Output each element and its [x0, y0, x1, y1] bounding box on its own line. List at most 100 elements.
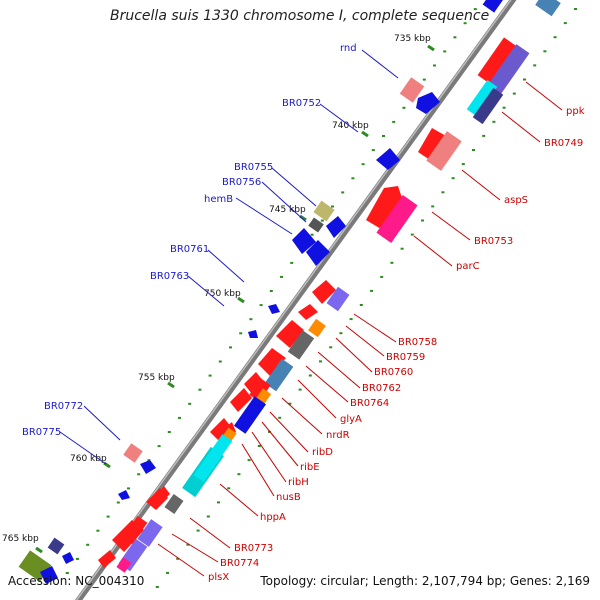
gene-label[interactable]: glyA — [340, 414, 362, 425]
gene-label[interactable]: BR0749 — [544, 138, 583, 149]
gene-arrow[interactable] — [98, 550, 116, 568]
track-dot — [229, 346, 232, 349]
gene-block[interactable] — [308, 217, 324, 233]
gene-label[interactable]: BR0758 — [398, 337, 437, 348]
track-dot — [574, 8, 577, 10]
gene-arrow[interactable] — [416, 92, 440, 114]
gene-label[interactable]: aspS — [504, 195, 528, 206]
gene-arrow[interactable] — [268, 304, 280, 314]
track-dot — [472, 149, 475, 151]
gene-arrow[interactable] — [248, 330, 258, 338]
gene-block[interactable] — [486, 44, 530, 96]
track-dot — [543, 50, 547, 53]
gene-label[interactable]: BR0774 — [220, 558, 259, 569]
gene-block[interactable] — [47, 537, 65, 555]
track-dot — [206, 515, 210, 518]
gene-label[interactable]: hppA — [260, 512, 286, 523]
gene-arrow[interactable] — [210, 418, 232, 440]
gene-arrow[interactable] — [312, 280, 336, 304]
track-dot — [86, 543, 90, 546]
gene-block[interactable] — [535, 0, 561, 17]
gene-label[interactable]: parC — [456, 261, 480, 272]
gene-block[interactable] — [233, 396, 267, 434]
gene-block[interactable] — [477, 37, 521, 87]
gene-label[interactable]: BR0775 — [22, 427, 61, 438]
gene-label[interactable]: BR0753 — [474, 236, 513, 247]
gene-label[interactable]: ribE — [300, 462, 320, 473]
gene-label[interactable]: ribD — [312, 447, 333, 458]
gene-block[interactable] — [116, 557, 132, 573]
track-dot — [533, 64, 537, 67]
outer-strand-genes — [18, 0, 504, 584]
gene-label[interactable]: hemB — [204, 194, 233, 205]
gene-arrow[interactable] — [118, 490, 130, 500]
gene-block[interactable] — [264, 358, 294, 392]
track-dot — [402, 106, 406, 109]
gene-arrow[interactable] — [140, 460, 156, 474]
gene-arrow[interactable] — [298, 304, 318, 320]
gene-label[interactable]: BR0760 — [374, 367, 413, 378]
gene-label[interactable]: plsX — [208, 572, 229, 583]
gene-label[interactable]: ppk — [566, 106, 585, 117]
gene-label[interactable]: nusB — [276, 492, 301, 503]
track-dot — [361, 163, 365, 166]
track-dot — [96, 529, 100, 532]
gene-block[interactable] — [326, 286, 350, 312]
track-dot — [433, 64, 436, 67]
track-dot — [298, 388, 302, 391]
gene-label[interactable]: BR0759 — [386, 352, 425, 363]
gene-block[interactable] — [122, 515, 148, 545]
track-dot — [269, 290, 273, 292]
track-dot — [227, 487, 231, 490]
track-dot — [157, 445, 161, 448]
gene-label[interactable]: rnd — [340, 43, 357, 54]
gene-block[interactable] — [376, 194, 418, 244]
gene-block[interactable] — [472, 87, 504, 125]
gene-label[interactable]: BR0772 — [44, 401, 83, 412]
gene-block[interactable] — [313, 200, 335, 222]
gene-label[interactable]: BR0756 — [222, 177, 261, 188]
gene-block[interactable] — [137, 519, 163, 547]
gene-arrow[interactable] — [230, 388, 252, 412]
track-dot — [502, 106, 506, 109]
gene-arrow[interactable] — [258, 348, 286, 376]
kbp-tick-label: 760 kbp — [70, 454, 107, 464]
kbp-tick-mark — [361, 130, 369, 138]
gene-block[interactable] — [287, 330, 315, 360]
gene-block[interactable] — [466, 79, 498, 117]
map-title: Brucella suis 1330 chromosome I, complet… — [110, 8, 490, 24]
gene-arrow[interactable] — [292, 228, 316, 254]
gene-label[interactable]: BR0773 — [234, 543, 273, 554]
gene-block[interactable] — [482, 0, 504, 13]
gene-block[interactable] — [249, 378, 271, 402]
gene-label[interactable]: BR0761 — [170, 244, 209, 255]
gene-arrow[interactable] — [40, 566, 58, 584]
track-dot — [473, 8, 477, 11]
kbp-tick-labels: 735 kbp 740 kbp 745 kbp 750 kbp 755 kbp … — [2, 34, 435, 554]
gene-block[interactable] — [426, 131, 462, 171]
gene-block[interactable] — [164, 494, 184, 514]
gene-label[interactable]: BR0763 — [150, 271, 189, 282]
gene-label[interactable]: BR0762 — [362, 383, 401, 394]
gene-block[interactable] — [308, 318, 326, 338]
gene-arrow[interactable] — [276, 320, 304, 348]
gene-label[interactable]: BR0752 — [282, 98, 321, 109]
gene-label[interactable]: BR0755 — [234, 162, 273, 173]
gene-label[interactable]: BR0764 — [350, 398, 389, 409]
gene-arrow[interactable] — [306, 240, 330, 266]
gene-arrow[interactable] — [366, 186, 402, 232]
gene-label[interactable]: nrdR — [326, 430, 350, 441]
gene-label[interactable]: ribH — [288, 477, 309, 488]
gene-arrow[interactable] — [62, 552, 74, 564]
gene-block[interactable] — [123, 443, 143, 463]
track-dot — [127, 487, 130, 490]
gene-arrow[interactable] — [376, 148, 400, 170]
gene-arrow[interactable] — [326, 216, 346, 238]
gene-arrow[interactable] — [244, 372, 264, 394]
track-dot — [257, 445, 261, 447]
track-dot — [329, 346, 333, 349]
gene-arrow[interactable] — [156, 486, 170, 502]
track-dot — [441, 191, 445, 194]
gene-block[interactable] — [193, 434, 233, 482]
gene-block[interactable] — [399, 77, 425, 103]
